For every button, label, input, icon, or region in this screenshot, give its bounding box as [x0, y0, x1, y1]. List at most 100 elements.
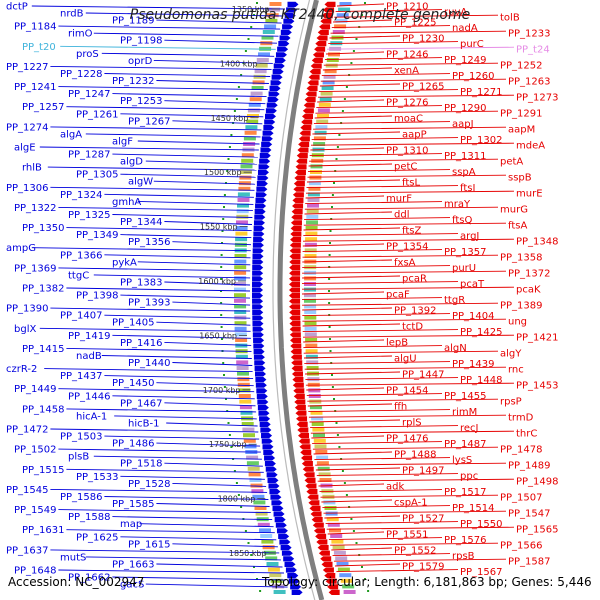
forward-feature-arrow — [290, 584, 302, 590]
forward-feature-arrow — [262, 444, 274, 450]
label-connector — [309, 419, 401, 423]
cog-box-forward — [245, 125, 258, 130]
forward-feature-arrow — [252, 253, 264, 259]
gene-label: PP_1358 — [500, 253, 543, 264]
label-connector — [31, 5, 286, 10]
reverse-feature-arrow — [299, 444, 311, 450]
cog-box-forward — [253, 74, 266, 79]
gene-label: PP_1533 — [76, 472, 119, 483]
cog-box-reverse — [310, 164, 323, 169]
gene-label: purU — [452, 263, 476, 274]
cog-box-reverse — [305, 343, 318, 348]
gene-label: pcaF — [386, 290, 410, 301]
gene-label: moaC — [394, 114, 423, 125]
grid-dot — [345, 494, 348, 496]
forward-feature-arrow — [252, 293, 264, 299]
forward-feature-arrow — [284, 561, 296, 567]
label-connector — [44, 368, 253, 373]
label-connector — [326, 526, 515, 530]
gene-label: PP_1228 — [60, 69, 103, 80]
label-connector — [336, 3, 385, 7]
reverse-feature-arrow — [304, 477, 316, 483]
gene-label: PP_1518 — [120, 459, 163, 470]
cog-box-forward — [234, 321, 247, 326]
cog-box-reverse — [307, 203, 319, 208]
label-connector — [85, 133, 261, 138]
cog-box-forward — [234, 326, 247, 331]
gene-label: PP_1586 — [60, 492, 103, 503]
cog-box-reverse — [331, 539, 344, 544]
label-connector — [320, 78, 507, 82]
gene-label: PP_1587 — [508, 557, 551, 568]
cog-box-reverse — [326, 58, 339, 62]
forward-feature-arrow — [253, 354, 265, 360]
gene-label: map — [120, 519, 142, 530]
gene-label: ftsL — [402, 178, 420, 189]
gene-label: PP_1458 — [22, 404, 65, 415]
forward-feature-arrow — [283, 556, 295, 562]
cog-box-forward — [236, 214, 249, 219]
cog-box-forward — [248, 102, 261, 107]
label-connector — [306, 179, 401, 183]
forward-feature-arrow — [261, 141, 273, 147]
reverse-feature-arrow — [296, 153, 308, 159]
reverse-feature-arrow — [291, 209, 303, 215]
gene-label: murG — [500, 205, 528, 216]
cog-box-reverse — [342, 584, 355, 589]
gene-label: PP_1625 — [76, 532, 119, 543]
gene-label: nadA — [452, 23, 478, 34]
cog-box-reverse — [305, 349, 318, 354]
label-connector — [316, 473, 459, 477]
gene-label: PP_1447 — [402, 370, 445, 381]
label-connector — [303, 227, 401, 231]
forward-feature-arrow — [256, 186, 268, 192]
forward-feature-arrow — [266, 102, 278, 108]
gene-label: pykA — [112, 257, 137, 268]
forward-feature-arrow — [264, 119, 276, 125]
cog-box-reverse — [304, 248, 317, 253]
reverse-feature-arrow — [289, 321, 301, 327]
grid-dot — [220, 266, 223, 268]
cog-box-reverse — [329, 528, 341, 533]
cog-box-forward — [264, 24, 277, 29]
gene-label: PP_t20 — [22, 42, 56, 53]
reverse-feature-arrow — [292, 377, 304, 383]
gene-label: PP_1276 — [386, 98, 429, 109]
label-connector — [331, 25, 451, 29]
label-connector — [333, 19, 393, 23]
grid-dot — [235, 98, 238, 100]
grid-dot — [328, 254, 331, 256]
label-connector — [85, 12, 284, 17]
cog-box-forward — [262, 545, 275, 550]
forward-feature-arrow — [278, 533, 290, 539]
grid-dot — [259, 590, 262, 592]
label-connector — [104, 73, 271, 77]
gene-label: rnc — [508, 365, 524, 376]
reverse-feature-arrow — [308, 500, 320, 506]
label-connector — [137, 200, 254, 205]
cog-box-reverse — [319, 97, 332, 102]
cog-box-reverse — [320, 91, 333, 96]
gene-label: PP_1369 — [14, 263, 57, 274]
label-connector — [326, 46, 515, 50]
cog-box-reverse — [304, 293, 316, 298]
grid-dot — [331, 374, 333, 376]
gene-label: PP_1366 — [60, 250, 103, 261]
grid-dot — [223, 374, 225, 376]
gene-label: ftsI — [460, 183, 475, 194]
reverse-feature-arrow — [294, 175, 306, 181]
label-connector — [313, 121, 451, 125]
label-connector — [323, 510, 507, 514]
cog-box-reverse — [304, 332, 317, 337]
reverse-feature-arrow — [307, 80, 319, 86]
reverse-feature-arrow — [304, 97, 316, 103]
label-connector — [58, 86, 268, 91]
grid-dot — [329, 338, 331, 340]
grid-dot — [240, 74, 243, 76]
forward-feature-arrow — [268, 483, 280, 489]
forward-feature-arrow — [253, 349, 265, 355]
gene-label: PP_1415 — [22, 344, 65, 355]
cog-box-forward — [235, 338, 248, 342]
genome-title: Pseudomonas putida KT2440, complete geno… — [129, 7, 471, 23]
forward-feature-arrow — [252, 315, 264, 321]
